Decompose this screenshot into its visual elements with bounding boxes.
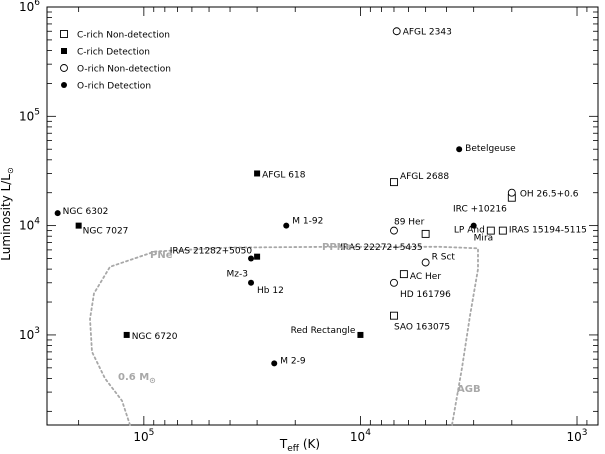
data-point-label: IRAS 15194-5115 [509, 226, 587, 236]
data-point-label: Mira [474, 234, 493, 244]
data-point-label: IRC +10216 [453, 205, 507, 215]
data-point-label: M 1-92 [292, 217, 323, 227]
data-point [54, 210, 61, 217]
y-tick-label: 103 [19, 326, 40, 342]
data-point-label: R Sct [432, 252, 456, 262]
data-point-label: Mz-3 [227, 270, 248, 280]
legend-marker [60, 64, 68, 72]
data-point [470, 222, 477, 229]
data-point [421, 229, 430, 238]
region-label: PPNe [322, 242, 352, 253]
axis-ticks: 105 104 103 103 104 105 106 [19, 0, 599, 444]
x-tick-label: 103 [567, 428, 588, 444]
data-point [390, 278, 398, 287]
legend: C-rich Non-detection C-rich Detection O-ri… [60, 30, 171, 92]
data-point [357, 331, 364, 338]
data-point-label: AC Her [410, 272, 441, 282]
x-tick-label: 105 [133, 428, 154, 444]
plot-frame [46, 6, 599, 426]
data-point-label: 89 Her [394, 218, 425, 228]
data-point [390, 226, 398, 235]
legend-marker [61, 48, 67, 54]
data-point [248, 279, 255, 286]
data-point-label: AFGL 2343 [403, 27, 452, 37]
region-label: 0.6 M⊙ [118, 372, 156, 385]
data-point-label: OH 26.5+0.6 [520, 190, 579, 200]
data-point-label: IRAS 22272+5435 [340, 243, 422, 253]
data-point [248, 255, 255, 262]
data-point-label: Betelgeuse [465, 144, 516, 154]
data-point [486, 226, 495, 235]
data-point [456, 146, 463, 153]
data-point [75, 222, 82, 229]
data-point-label: NGC 6302 [63, 207, 109, 217]
data-point-label: IRAS 21282+5050 [170, 247, 253, 257]
data-point [254, 253, 261, 260]
x-axis-title: Teff (K) [279, 437, 320, 454]
region-label: PNe [150, 250, 173, 261]
data-point [421, 258, 430, 267]
data-point [283, 222, 290, 229]
data-point [507, 188, 516, 197]
data-point [392, 27, 401, 36]
data-point [390, 178, 398, 187]
x-tick-label: 104 [350, 428, 371, 444]
y-axis-title: Luminosity L/L⊙ [0, 167, 15, 260]
data-point [123, 331, 130, 338]
data-point [390, 311, 398, 320]
data-point-label: AFGL 618 [262, 170, 306, 180]
region-label: AGB [457, 384, 481, 395]
y-tick-label: 106 [19, 0, 40, 14]
data-point-label: Hb 12 [257, 286, 284, 296]
data-point [254, 170, 261, 177]
y-tick-label: 105 [19, 107, 40, 123]
data-point-label: M 2-9 [280, 356, 306, 366]
data-point-label: HD 161796 [400, 290, 451, 300]
legend-marker [60, 30, 68, 38]
data-point [498, 226, 507, 235]
legend-entry: C-rich Detection [77, 48, 150, 58]
data-point-label: SAO 163075 [394, 323, 450, 333]
data-point [399, 270, 408, 279]
data-point-label: LP And [454, 226, 485, 236]
legend-entry: O-rich Detection [77, 82, 151, 92]
region-annotations: PNe PPNe AGB 0.6 M⊙ [118, 242, 481, 395]
data-point-label: AFGL 2688 [400, 172, 449, 182]
legend-entry: O-rich Non-detection [77, 65, 171, 75]
data-point-label: NGC 6720 [132, 332, 178, 342]
legend-entry: C-rich Non-detection [77, 31, 170, 41]
data-point-label: NGC 7027 [83, 227, 129, 237]
data-point-label: Red Rectangle [291, 326, 356, 336]
data-point [271, 360, 278, 367]
legend-marker [61, 82, 67, 88]
data-points: AFGL 2688 IRAS 22272+5435 AC Her SAO 163075… [54, 27, 587, 367]
y-tick-label: 104 [19, 217, 40, 233]
